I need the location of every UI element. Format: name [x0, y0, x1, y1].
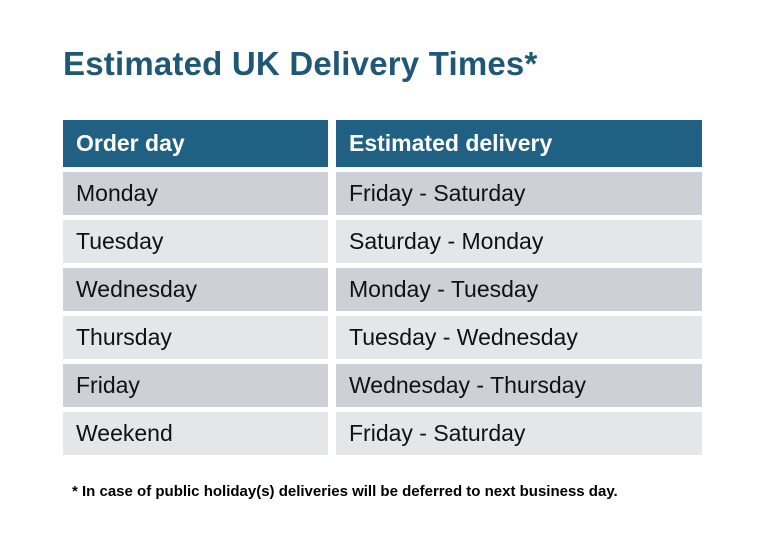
column-header-estimated-delivery: Estimated delivery — [336, 120, 702, 167]
table-cell-estimated-delivery: Wednesday - Thursday — [336, 364, 702, 407]
table-cell-estimated-delivery: Friday - Saturday — [336, 172, 702, 215]
table-cell-order-day: Tuesday — [63, 220, 328, 263]
column-header-order-day: Order day — [63, 120, 328, 167]
table-cell-order-day: Friday — [63, 364, 328, 407]
page-title: Estimated UK Delivery Times* — [63, 45, 538, 82]
table-cell-estimated-delivery: Saturday - Monday — [336, 220, 702, 263]
table-cell-estimated-delivery: Friday - Saturday — [336, 412, 702, 455]
table-cell-order-day: Weekend — [63, 412, 328, 455]
table-cell-estimated-delivery: Tuesday - Wednesday — [336, 316, 702, 359]
delivery-times-table: Order day Estimated delivery Monday Frid… — [63, 120, 702, 455]
table-cell-estimated-delivery: Monday - Tuesday — [336, 268, 702, 311]
table-cell-order-day: Monday — [63, 172, 328, 215]
table-cell-order-day: Wednesday — [63, 268, 328, 311]
table-cell-order-day: Thursday — [63, 316, 328, 359]
footnote: * In case of public holiday(s) deliverie… — [72, 483, 618, 500]
